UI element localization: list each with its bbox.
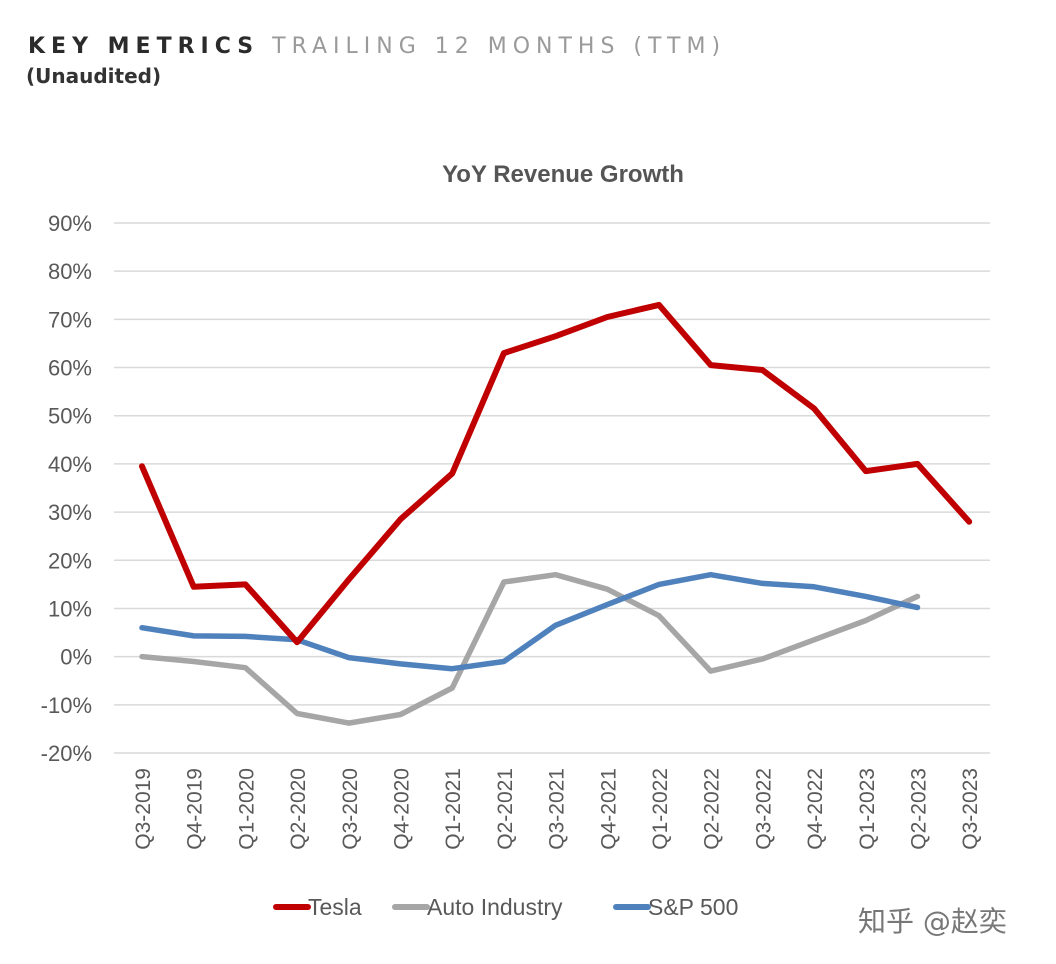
page-title-light: TRAILING 12 MONTHS (TTM)	[272, 34, 727, 59]
legend-label-tesla: Tesla	[308, 894, 362, 920]
y-tick-label: 80%	[48, 259, 92, 284]
x-tick-label: Q3-2019	[132, 768, 155, 850]
x-tick-label: Q4-2019	[184, 768, 207, 850]
y-tick-label: 40%	[48, 452, 92, 477]
x-tick-label: Q2-2020	[287, 768, 310, 850]
page-title-bold: KEY METRICS	[28, 34, 260, 59]
series-line-s-p-500	[139, 571, 921, 672]
series-line-auto-industry	[139, 571, 921, 726]
x-axis: Q3-2019 Q4-2019 Q1-2020 Q2-2020 Q3-2020 Q4-20…	[132, 768, 982, 850]
y-tick-label: -20%	[41, 741, 92, 766]
y-axis: 90% 80% 70% 60% 50% 40% 30% 20% 10% 0% -10% -20%	[41, 211, 92, 766]
legend-label-auto-industry: Auto Industry	[427, 894, 563, 920]
x-tick-label: Q2-2021	[494, 768, 517, 850]
x-tick-label: Q4-2021	[597, 768, 620, 850]
y-tick-label: 30%	[48, 500, 92, 525]
chart-title: YoY Revenue Growth	[442, 161, 684, 188]
y-tick-label: 90%	[48, 211, 92, 236]
y-tick-label: 60%	[48, 356, 92, 381]
x-tick-label: Q3-2020	[339, 768, 362, 850]
x-tick-label: Q2-2022	[701, 768, 724, 850]
page-title: KEY METRICS TRAILING 12 MONTHS (TTM)	[28, 34, 726, 59]
series-layer	[139, 301, 973, 726]
y-tick-label: 70%	[48, 307, 92, 332]
x-tick-label: Q4-2022	[804, 768, 827, 850]
x-tick-label: Q1-2023	[856, 768, 879, 850]
y-tick-label: 0%	[60, 645, 92, 670]
y-tick-label: -10%	[41, 693, 92, 718]
x-tick-label: Q3-2021	[546, 768, 569, 850]
legend-label-s-p-500: S&P 500	[648, 894, 738, 920]
grid-layer	[114, 222, 990, 754]
y-tick-label: 10%	[48, 596, 92, 621]
x-tick-label: Q1-2020	[235, 768, 258, 850]
legend: Tesla Auto Industry S&P 500	[273, 894, 738, 920]
x-tick-label: Q1-2022	[649, 768, 672, 850]
y-tick-label: 20%	[48, 548, 92, 573]
y-tick-label: 50%	[48, 404, 92, 429]
watermark: 知乎 @赵奕	[858, 905, 1007, 938]
x-tick-label: Q4-2020	[391, 768, 414, 850]
x-tick-label: Q2-2023	[908, 768, 931, 850]
x-tick-label: Q1-2021	[442, 768, 465, 850]
page-subtitle: (Unaudited)	[26, 64, 162, 88]
x-tick-label: Q3-2022	[752, 768, 775, 850]
series-line-tesla	[139, 301, 973, 646]
x-tick-label: Q3-2023	[959, 768, 982, 850]
